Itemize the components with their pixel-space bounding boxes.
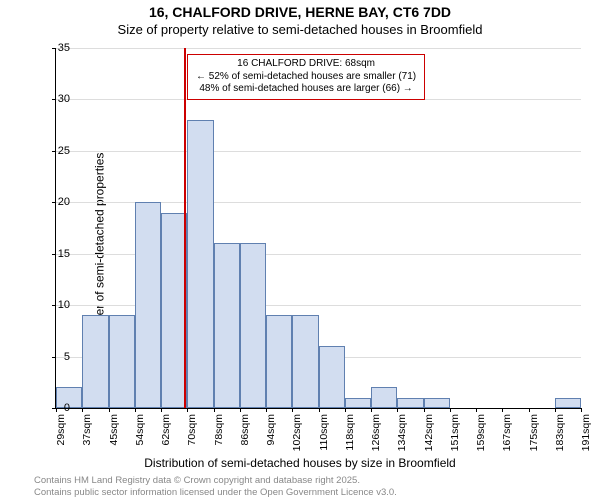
x-tick-label: 29sqm xyxy=(55,414,67,462)
histogram-bar xyxy=(135,202,161,408)
grid-line xyxy=(56,48,581,49)
x-tick-mark xyxy=(187,408,188,412)
x-tick-label: 86sqm xyxy=(239,414,251,462)
x-tick-label: 62sqm xyxy=(160,414,172,462)
x-tick-label: 110sqm xyxy=(318,414,330,462)
y-tick-label: 0 xyxy=(50,402,70,414)
x-tick-label: 142sqm xyxy=(423,414,435,462)
histogram-bar xyxy=(187,120,213,408)
x-tick-label: 159sqm xyxy=(475,414,487,462)
x-tick-mark xyxy=(529,408,530,412)
y-tick-label: 35 xyxy=(50,42,70,54)
y-tick-label: 10 xyxy=(50,299,70,311)
x-tick-label: 70sqm xyxy=(186,414,198,462)
x-tick-mark xyxy=(161,408,162,412)
reference-line xyxy=(184,48,186,408)
plot-area: 16 CHALFORD DRIVE: 68sqm← 52% of semi-de… xyxy=(55,48,581,409)
histogram-bar xyxy=(82,315,108,408)
y-tick-label: 25 xyxy=(50,145,70,157)
x-tick-label: 191sqm xyxy=(580,414,592,462)
annotation-line3: 48% of semi-detached houses are larger (… xyxy=(193,83,419,96)
histogram-bar xyxy=(109,315,135,408)
histogram-bar xyxy=(555,398,581,408)
footer-line1: Contains HM Land Registry data © Crown c… xyxy=(34,475,360,486)
histogram-bar xyxy=(424,398,450,408)
y-tick-label: 15 xyxy=(50,248,70,260)
histogram-bar xyxy=(371,387,397,408)
x-tick-label: 118sqm xyxy=(344,414,356,462)
x-tick-mark xyxy=(555,408,556,412)
chart-title-line1: 16, CHALFORD DRIVE, HERNE BAY, CT6 7DD xyxy=(0,4,600,20)
x-tick-label: 37sqm xyxy=(81,414,93,462)
x-tick-mark xyxy=(240,408,241,412)
grid-line xyxy=(56,99,581,100)
annotation-box: 16 CHALFORD DRIVE: 68sqm← 52% of semi-de… xyxy=(187,54,425,100)
x-tick-mark xyxy=(371,408,372,412)
annotation-line2: ← 52% of semi-detached houses are smalle… xyxy=(193,71,419,84)
annotation-line1: 16 CHALFORD DRIVE: 68sqm xyxy=(193,58,419,71)
x-tick-mark xyxy=(424,408,425,412)
y-tick-label: 20 xyxy=(50,196,70,208)
x-tick-label: 102sqm xyxy=(291,414,303,462)
x-tick-mark xyxy=(292,408,293,412)
x-tick-label: 45sqm xyxy=(108,414,120,462)
x-tick-mark xyxy=(502,408,503,412)
x-tick-mark xyxy=(82,408,83,412)
x-tick-mark xyxy=(397,408,398,412)
x-tick-mark xyxy=(266,408,267,412)
chart-title-line2: Size of property relative to semi-detach… xyxy=(0,22,600,37)
x-tick-mark xyxy=(319,408,320,412)
x-tick-mark xyxy=(214,408,215,412)
x-tick-label: 54sqm xyxy=(134,414,146,462)
x-tick-label: 175sqm xyxy=(528,414,540,462)
x-tick-mark xyxy=(581,408,582,412)
histogram-bar xyxy=(319,346,345,408)
histogram-bar xyxy=(240,243,266,408)
histogram-bar xyxy=(292,315,318,408)
footer-line2: Contains public sector information licen… xyxy=(34,487,397,498)
x-tick-label: 126sqm xyxy=(370,414,382,462)
x-tick-mark xyxy=(109,408,110,412)
x-tick-label: 151sqm xyxy=(449,414,461,462)
histogram-bar xyxy=(266,315,292,408)
histogram-bar xyxy=(214,243,240,408)
x-tick-label: 134sqm xyxy=(396,414,408,462)
x-tick-label: 94sqm xyxy=(265,414,277,462)
y-tick-label: 30 xyxy=(50,93,70,105)
histogram-bar xyxy=(397,398,423,408)
histogram-bar xyxy=(345,398,371,408)
x-tick-label: 78sqm xyxy=(213,414,225,462)
chart-container: 16, CHALFORD DRIVE, HERNE BAY, CT6 7DD S… xyxy=(0,0,600,500)
x-tick-mark xyxy=(345,408,346,412)
x-tick-mark xyxy=(450,408,451,412)
y-tick-label: 5 xyxy=(50,351,70,363)
x-tick-label: 183sqm xyxy=(554,414,566,462)
x-tick-label: 167sqm xyxy=(501,414,513,462)
x-tick-mark xyxy=(135,408,136,412)
grid-line xyxy=(56,151,581,152)
x-tick-mark xyxy=(476,408,477,412)
